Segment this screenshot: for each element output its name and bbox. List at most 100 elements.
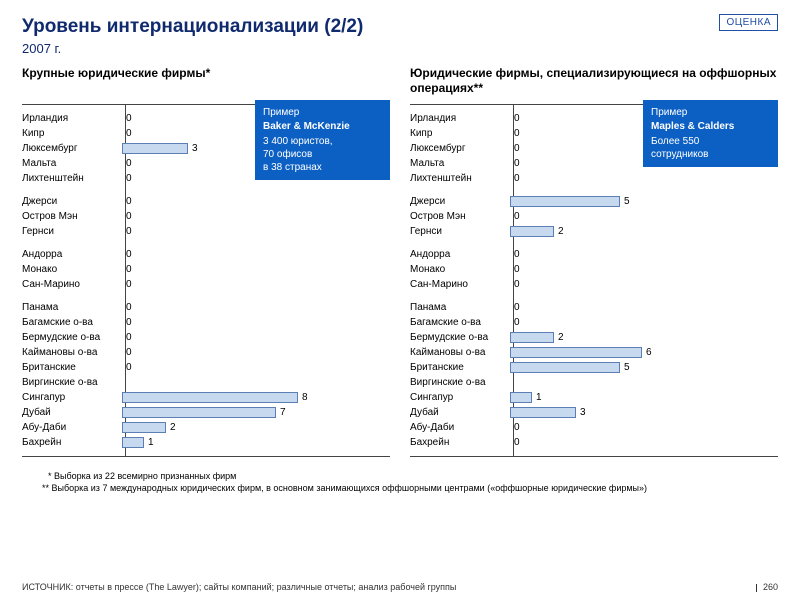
page-subtitle: 2007 г. [22, 41, 778, 56]
bar-wrap: 2 [510, 332, 778, 344]
chart-row: Дубай 3 [410, 405, 778, 420]
row-label: Монако [22, 264, 122, 275]
chart-row: Бермудские о-ва0 [22, 330, 390, 345]
bar-value: 0 [514, 143, 520, 154]
source-line: ИСТОЧНИК: отчеты в прессе (The Lawyer); … [22, 582, 456, 592]
row-label: Сан-Марино [410, 279, 510, 290]
row-label: Панама [22, 302, 122, 313]
left-chart-title: Крупные юридические фирмы* [22, 66, 390, 96]
bar-wrap: 0 [510, 211, 778, 223]
chart-row: Остров Мэн0 [410, 209, 778, 224]
row-label: Дубай [410, 407, 510, 418]
bar [510, 347, 642, 358]
bar-value: 0 [126, 113, 132, 124]
right-chart-title: Юридические фирмы, специализирующиеся на… [410, 66, 778, 96]
row-label: Бахрейн [410, 437, 510, 448]
right-example-box: Пример Maples & Calders Более 550 сотруд… [643, 100, 778, 167]
row-label: Ирландия [22, 113, 122, 124]
chart-row: Абу-Даби2 [22, 420, 390, 435]
footnote-1: * Выборка из 22 всемирно признанных фирм [48, 471, 778, 483]
page-title: Уровень интернационализации (2/2) [22, 16, 778, 38]
bar-value: 0 [514, 113, 520, 124]
bar-value: 0 [126, 196, 132, 207]
bar-wrap: 0 [122, 302, 390, 314]
example-line: 3 400 юристов, [263, 135, 382, 148]
bar [510, 392, 532, 403]
row-label: Британские [410, 362, 510, 373]
chart-row: Джерси5 [410, 194, 778, 209]
bar [510, 226, 554, 237]
bar-wrap: 5 [510, 196, 778, 208]
chart-row: Сингапур1 [410, 390, 778, 405]
row-label: Багамские о-ва [410, 317, 510, 328]
bar [510, 407, 576, 418]
bar-value: 1 [148, 437, 154, 448]
bar-value: 5 [624, 196, 630, 207]
row-label: Панама [410, 302, 510, 313]
bar-value: 0 [514, 211, 520, 222]
bar-value: 0 [126, 211, 132, 222]
bar-wrap: 5 [510, 362, 778, 374]
chart-row: Джерси 0 [22, 194, 390, 209]
row-label: Гернси [410, 226, 510, 237]
row-label: Виргинские о-ва [22, 377, 122, 388]
group-gap [410, 239, 778, 247]
bar [122, 407, 276, 418]
bar-wrap: 0 [122, 249, 390, 261]
chart-row: Британские0 [22, 360, 390, 375]
example-line: в 38 странах [263, 161, 382, 174]
chart-row: Андорра0 [410, 247, 778, 262]
chart-row: Каймановы о-ва6 [410, 345, 778, 360]
bar [510, 362, 620, 373]
group-gap [410, 186, 778, 194]
footnote-2: ** Выборка из 7 международных юридически… [42, 483, 778, 495]
bar [510, 196, 620, 207]
row-label: Андорра [22, 249, 122, 260]
bar-wrap [510, 377, 778, 389]
bar-value: 0 [126, 128, 132, 139]
chart-row: Сан-Марино0 [22, 277, 390, 292]
bar-value: 0 [514, 279, 520, 290]
group-gap [22, 186, 390, 194]
row-label: Лихтенштейн [410, 173, 510, 184]
evaluation-badge: ОЦЕНКА [719, 14, 778, 31]
chart-row: Панама 0 [22, 300, 390, 315]
row-label: Джерси [22, 196, 122, 207]
bar-value: 0 [126, 173, 132, 184]
bar [122, 422, 166, 433]
chart-row: Дубай7 [22, 405, 390, 420]
bar-value: 0 [126, 249, 132, 260]
bar-value: 0 [514, 249, 520, 260]
bar-value: 3 [192, 143, 198, 154]
left-column: Крупные юридические фирмы* Пример Baker … [22, 66, 390, 457]
bar-value: 3 [580, 407, 586, 418]
bar-wrap: 0 [510, 437, 778, 449]
group-gap [410, 292, 778, 300]
bar-wrap: 0 [122, 196, 390, 208]
bar-wrap: 0 [510, 264, 778, 276]
bar-value: 2 [558, 226, 564, 237]
bar-value: 0 [126, 279, 132, 290]
chart-row: Гернси0 [22, 224, 390, 239]
row-label: Остров Мэн [22, 211, 122, 222]
bar-value: 0 [514, 158, 520, 169]
bar-wrap: 0 [122, 317, 390, 329]
bar-value: 0 [126, 302, 132, 313]
bar-wrap: 0 [510, 249, 778, 261]
bar-value: 7 [280, 407, 286, 418]
bar-value: 0 [514, 264, 520, 275]
bar-wrap: 7 [122, 407, 390, 419]
example-line: Более 550 [651, 135, 770, 148]
bar-value: 0 [126, 226, 132, 237]
bar-value: 1 [536, 392, 542, 403]
chart-row: Виргинские о-ва [22, 375, 390, 390]
bar-value: 0 [126, 332, 132, 343]
chart-row: Гернси 2 [410, 224, 778, 239]
chart-row: Абу-Даби0 [410, 420, 778, 435]
bar-wrap: 0 [122, 362, 390, 374]
chart-row: Виргинские о-ва [410, 375, 778, 390]
bar-value: 0 [126, 264, 132, 275]
page-number: 260 [756, 582, 778, 592]
row-label: Лихтенштейн [22, 173, 122, 184]
chart-columns: Крупные юридические фирмы* Пример Baker … [22, 66, 778, 457]
